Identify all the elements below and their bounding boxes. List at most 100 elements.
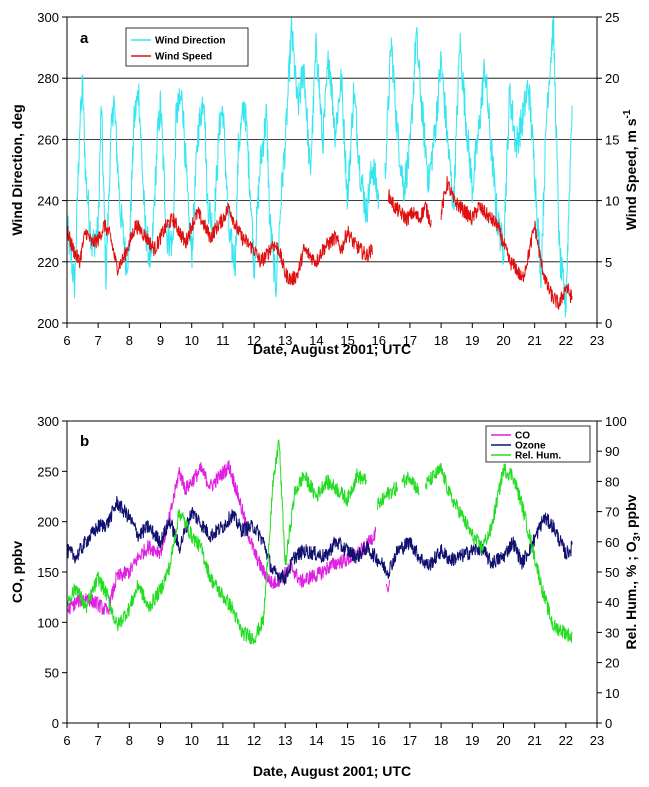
x-tick-label: 23: [590, 733, 604, 748]
panel-a: 6 7 8 9 10 11 12 13 14 15 16 17 18 19 20 21 22 2320022024…: [9, 10, 639, 357]
x-tick-label: 11: [216, 733, 230, 748]
x-tick-label: 13: [278, 333, 292, 348]
y2-tick-label: 50: [605, 565, 619, 580]
x-tick-label: 8: [126, 333, 133, 348]
series-group: [66, 439, 573, 645]
y-tick-label: 260: [37, 132, 59, 147]
x-tick-label: 7: [95, 333, 102, 348]
y2-tick-label: 5: [605, 255, 612, 270]
axes-frame: [66, 16, 598, 324]
y2-tick-label: 0: [605, 716, 612, 731]
series-line-wind-speed: [440, 176, 573, 310]
series-fragment: [385, 579, 391, 593]
x-tick-label: 20: [496, 333, 510, 348]
panel-label: a: [80, 30, 89, 47]
y2-tick-label: 90: [605, 444, 619, 459]
x-tick-label: 21: [527, 333, 541, 348]
series-line-wind-direction: [384, 16, 573, 318]
x-tick-label: 19: [465, 333, 479, 348]
y2-axis-title: Wind Speed, m s-1: [622, 109, 639, 230]
y-tick-label: 280: [37, 71, 59, 86]
series-line-rel-hum-: [376, 481, 398, 511]
x-tick-label: 7: [95, 733, 102, 748]
series-line-rel-hum-: [425, 462, 573, 643]
y-tick-label: 240: [37, 194, 59, 209]
x-tick-label: 17: [403, 333, 417, 348]
y2-tick-label: 80: [605, 474, 619, 489]
x-tick-label: 8: [126, 733, 133, 748]
legend-label: Wind Direction: [155, 36, 225, 47]
series-line-rel-hum-: [66, 439, 367, 645]
y-tick-label: 300: [37, 10, 59, 25]
legend-box: [485, 425, 591, 463]
y2-tick-label: 40: [605, 595, 619, 610]
series-line-wind-speed: [387, 189, 432, 228]
legend-label: Wind Speed: [155, 52, 212, 63]
x-tick-label: 13: [278, 733, 292, 748]
series-line-wind-direction: [66, 16, 380, 299]
panel-label: b: [80, 433, 89, 450]
panel-b: 6 7 8 9 10 11 12 13 14 15 16 17 18 19 20 21 22 2305010015…: [9, 414, 643, 779]
series-group: [66, 16, 573, 318]
x-tick-label: 23: [590, 333, 604, 348]
legend-box: [125, 27, 249, 67]
x-tick-label: 10: [184, 733, 198, 748]
x-tick-label: 15: [340, 333, 354, 348]
y-tick-label: 0: [52, 716, 59, 731]
y2-tick-label: 60: [605, 535, 619, 550]
legend: Wind Direction Wind Speed: [125, 27, 249, 67]
x-tick-label: 17: [403, 733, 417, 748]
y-tick-label: 200: [37, 316, 59, 331]
x-tick-label: 18: [434, 333, 448, 348]
y-tick-label: 100: [37, 615, 59, 630]
x-tick-label: 19: [465, 733, 479, 748]
series-line-co: [66, 460, 377, 615]
x-tick-label: 20: [496, 733, 510, 748]
series-line-wind-speed: [66, 203, 373, 286]
y-axis-title: Wind Direction, deg: [9, 104, 25, 235]
series-line-rel-hum-: [401, 471, 420, 496]
y2-tick-label: 100: [605, 414, 627, 429]
x-tick-label: 22: [559, 733, 573, 748]
y-tick-label: 50: [45, 666, 59, 681]
y-tick-label: 200: [37, 515, 59, 530]
y2-tick-label: 10: [605, 686, 619, 701]
y2-tick-label: 15: [605, 132, 619, 147]
y-tick-label: 220: [37, 255, 59, 270]
y-axis-title: CO, ppbv: [9, 541, 25, 603]
y2-tick-label: 30: [605, 625, 619, 640]
series-line-ozone: [66, 496, 573, 586]
x-tick-label: 11: [216, 333, 230, 348]
x-tick-label: 6: [63, 733, 70, 748]
legend-label: CO: [515, 431, 530, 442]
x-tick-label: 16: [372, 733, 386, 748]
x-tick-label: 15: [340, 733, 354, 748]
legend-label: Rel. Hum.: [515, 451, 561, 462]
y2-tick-label: 20: [605, 656, 619, 671]
y2-tick-label: 0: [605, 316, 612, 331]
x-tick-label: 6: [63, 333, 70, 348]
x-tick-label: 14: [309, 333, 323, 348]
plot-area: [67, 421, 597, 723]
y-tick-label: 250: [37, 464, 59, 479]
y2-tick-label: 25: [605, 10, 619, 25]
x-tick-label: 9: [157, 733, 164, 748]
x-tick-label: 10: [184, 333, 198, 348]
x-tick-label: 12: [247, 333, 261, 348]
y2-tick-label: 10: [605, 194, 619, 209]
x-tick-label: 22: [559, 333, 573, 348]
x-axis-title: Date, August 2001; UTC: [253, 763, 411, 779]
x-tick-label: 9: [157, 333, 164, 348]
y2-tick-label: 20: [605, 71, 619, 86]
y-tick-label: 150: [37, 565, 59, 580]
y2-tick-label: 70: [605, 505, 619, 520]
x-tick-label: 12: [247, 733, 261, 748]
x-axis-title: Date, August 2001; UTC: [253, 341, 411, 357]
y-tick-label: 300: [37, 414, 59, 429]
legend-label: Ozone: [515, 441, 546, 452]
x-tick-label: 18: [434, 733, 448, 748]
x-tick-label: 16: [372, 333, 386, 348]
x-tick-label: 14: [309, 733, 323, 748]
